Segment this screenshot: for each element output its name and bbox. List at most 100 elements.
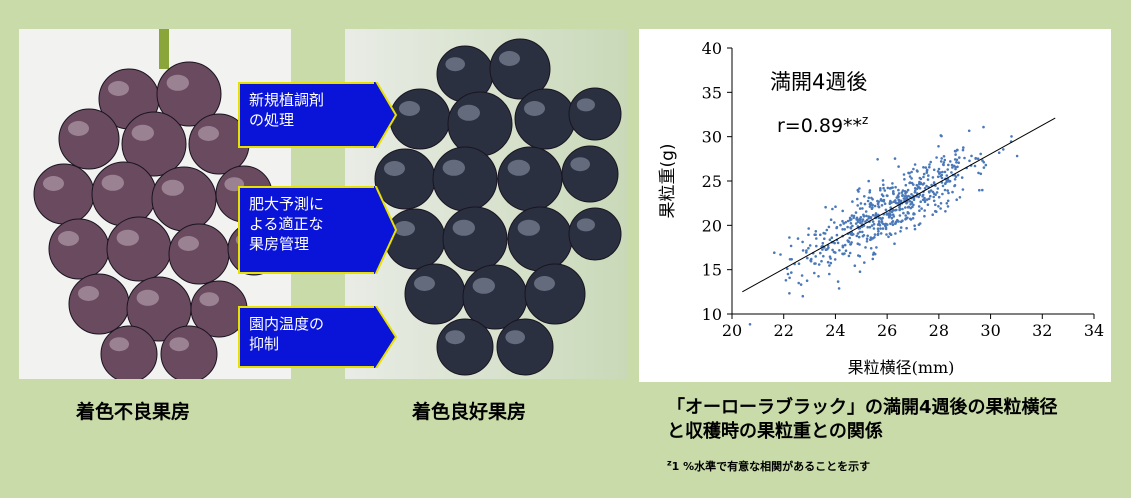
data-point xyxy=(902,173,906,176)
x-tick-label: 34 xyxy=(1084,321,1104,340)
data-point xyxy=(879,199,883,202)
data-point xyxy=(973,164,977,168)
data-point xyxy=(879,232,883,235)
grape-berry xyxy=(462,264,528,330)
data-point xyxy=(819,251,822,255)
data-point xyxy=(879,188,882,192)
data-point xyxy=(917,195,920,199)
data-point xyxy=(924,166,928,169)
data-point xyxy=(849,226,853,230)
data-point xyxy=(894,222,897,225)
data-point xyxy=(837,287,841,290)
data-point xyxy=(891,223,895,227)
data-point xyxy=(863,261,866,264)
data-point xyxy=(885,233,888,236)
data-point xyxy=(894,199,897,202)
data-point xyxy=(821,248,824,251)
grape-berry xyxy=(436,318,494,376)
grape-highlight xyxy=(394,221,415,236)
data-point xyxy=(843,252,846,255)
data-point xyxy=(886,186,890,190)
data-point xyxy=(828,238,832,241)
data-point xyxy=(868,191,871,194)
data-point xyxy=(940,176,944,180)
data-point xyxy=(846,225,849,229)
data-point xyxy=(877,229,880,233)
data-point xyxy=(887,215,891,219)
data-point xyxy=(870,196,873,200)
grape-berry xyxy=(561,145,619,203)
data-point xyxy=(861,230,864,234)
data-point xyxy=(939,202,943,205)
data-point xyxy=(894,232,897,235)
data-point xyxy=(1002,148,1005,151)
y-tick-label: 10 xyxy=(702,305,722,324)
grape-berry xyxy=(404,263,466,325)
data-point xyxy=(931,213,934,216)
data-point xyxy=(935,156,938,159)
data-point xyxy=(817,263,821,266)
data-point xyxy=(873,252,877,256)
data-point xyxy=(819,233,822,237)
data-point xyxy=(891,186,894,189)
data-point xyxy=(943,170,947,174)
data-point xyxy=(901,189,905,192)
data-point xyxy=(939,207,942,210)
data-point xyxy=(927,174,930,177)
data-point xyxy=(953,178,957,181)
data-point xyxy=(882,222,885,226)
x-tick-label: 22 xyxy=(774,321,794,340)
data-point xyxy=(841,252,844,256)
data-point xyxy=(932,182,936,185)
chart-caption-line-2: と収穫時の果粒重との関係 xyxy=(667,421,883,442)
data-point xyxy=(974,157,977,160)
grape-berry xyxy=(447,91,513,157)
data-point xyxy=(890,216,894,220)
data-point xyxy=(888,187,892,190)
data-point xyxy=(932,199,936,203)
data-point xyxy=(876,202,880,206)
data-point xyxy=(877,220,881,223)
grape-berry xyxy=(568,87,622,141)
grape-berry xyxy=(168,223,230,285)
annotation-correlation: r=0.89**z xyxy=(777,113,868,137)
data-point xyxy=(861,207,864,210)
data-point xyxy=(922,182,926,185)
data-point xyxy=(932,192,936,195)
data-point xyxy=(945,202,949,205)
data-point xyxy=(865,240,869,243)
data-point xyxy=(936,187,940,190)
data-point xyxy=(854,222,858,225)
data-point xyxy=(868,225,872,229)
data-point xyxy=(905,201,909,204)
data-point xyxy=(954,153,957,156)
data-point xyxy=(852,233,855,236)
data-point xyxy=(834,205,837,208)
data-point xyxy=(876,158,879,161)
data-point xyxy=(956,148,959,152)
data-point xyxy=(864,220,867,223)
data-point xyxy=(851,224,854,228)
data-point xyxy=(955,198,958,201)
data-point xyxy=(869,202,873,205)
data-point xyxy=(950,171,953,174)
grape-highlight xyxy=(457,104,480,121)
data-point xyxy=(813,233,816,236)
data-point xyxy=(831,248,834,252)
data-point xyxy=(910,177,913,180)
data-point xyxy=(797,281,800,285)
grape-berry xyxy=(58,108,120,170)
data-point xyxy=(911,205,914,209)
data-point xyxy=(826,260,830,264)
data-point xyxy=(871,220,875,223)
data-point xyxy=(923,214,926,218)
data-point xyxy=(931,176,935,179)
grape-highlight xyxy=(534,276,555,291)
data-point xyxy=(951,166,954,169)
data-point xyxy=(910,170,913,174)
data-point xyxy=(897,192,901,195)
data-point xyxy=(877,200,880,204)
data-point xyxy=(848,218,852,222)
data-point xyxy=(954,165,957,169)
data-point xyxy=(913,227,917,231)
